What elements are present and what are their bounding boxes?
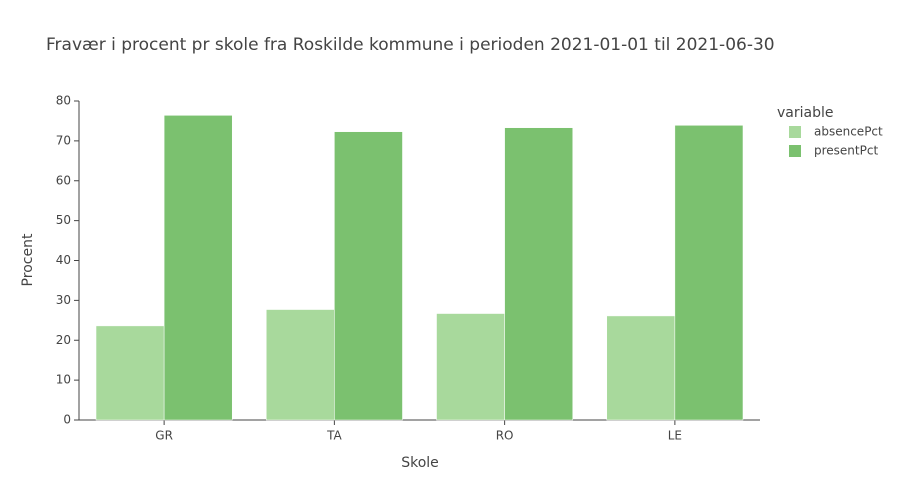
y-tick-label: 70 — [56, 133, 71, 147]
y-axis-title: Procent — [20, 233, 36, 286]
y-tick-label: 10 — [56, 373, 71, 387]
x-tick-label: TA — [326, 429, 342, 443]
bar — [436, 313, 505, 421]
legend-label: presentPct — [814, 144, 878, 158]
x-tick-label: LE — [668, 429, 682, 443]
legend-swatch — [789, 126, 801, 138]
bar — [334, 131, 403, 421]
y-tick-label: 80 — [56, 94, 71, 108]
x-tick-label: GR — [155, 429, 173, 443]
legend-label: absencePct — [814, 125, 883, 139]
bar — [266, 309, 335, 421]
bar — [606, 315, 676, 421]
y-tick-label: 60 — [56, 173, 71, 187]
y-tick-label: 20 — [56, 333, 71, 347]
bar — [95, 325, 165, 421]
x-axis-title: Skole — [401, 455, 439, 471]
y-tick-label: 40 — [56, 253, 71, 267]
y-tick-label: 50 — [56, 213, 71, 227]
legend-swatch — [789, 145, 801, 157]
x-tick-label: RO — [496, 429, 514, 443]
bar — [163, 115, 233, 421]
chart-title: Fravær i procent pr skole fra Roskilde k… — [46, 35, 775, 55]
y-tick-label: 30 — [56, 293, 71, 307]
bar — [504, 127, 573, 421]
y-tick-label: 0 — [63, 413, 71, 427]
legend-title: variable — [777, 105, 833, 121]
bar — [674, 125, 744, 421]
